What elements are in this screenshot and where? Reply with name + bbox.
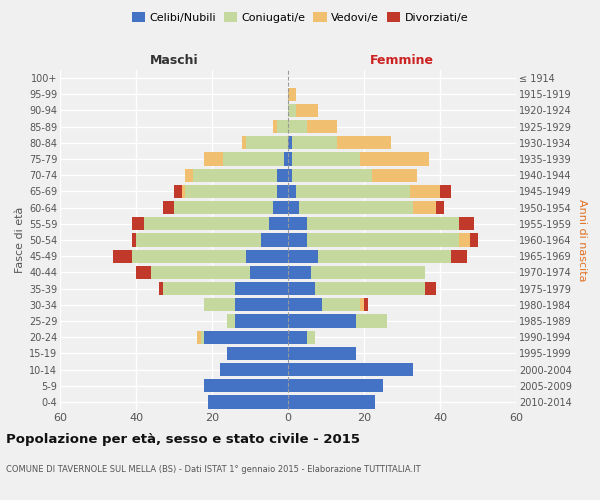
Bar [151,266,250,279]
Bar [307,120,337,134]
Bar [459,234,470,246]
Bar [200,330,205,344]
Bar [132,217,143,230]
Bar [337,136,391,149]
Bar [246,136,288,149]
Bar [235,298,288,312]
Bar [250,266,288,279]
Bar [273,120,277,134]
Bar [440,185,451,198]
Bar [163,201,174,214]
Bar [451,250,467,263]
Text: Popolazione per età, sesso e stato civile - 2015: Popolazione per età, sesso e stato civil… [6,432,360,446]
Bar [360,152,428,166]
Bar [288,346,356,360]
Y-axis label: Fasce di età: Fasce di età [14,207,25,273]
Bar [163,282,235,295]
Bar [288,396,376,408]
Bar [273,201,288,214]
Text: Femmine: Femmine [370,54,434,68]
Bar [288,168,292,182]
Bar [235,314,288,328]
Bar [284,152,288,166]
Bar [288,314,356,328]
Bar [288,136,292,149]
Bar [132,250,246,263]
Bar [159,282,163,295]
Bar [132,234,136,246]
Bar [227,314,235,328]
Bar [314,282,425,295]
Bar [235,282,288,295]
Bar [227,346,288,360]
Bar [288,266,311,279]
Bar [277,185,288,198]
Text: Maschi: Maschi [149,54,199,68]
Bar [288,379,383,392]
Bar [288,120,307,134]
Bar [288,88,296,101]
Bar [292,168,371,182]
Bar [356,314,387,328]
Bar [143,217,269,230]
Bar [319,250,451,263]
Bar [220,363,288,376]
Bar [246,250,288,263]
Bar [288,201,299,214]
Bar [205,379,288,392]
Bar [364,298,368,312]
Bar [425,282,436,295]
Bar [208,396,288,408]
Bar [197,330,200,344]
Bar [360,298,364,312]
Bar [174,185,182,198]
Bar [205,298,235,312]
Bar [288,217,307,230]
Bar [307,234,459,246]
Bar [311,266,425,279]
Bar [296,185,410,198]
Legend: Celibi/Nubili, Coniugati/e, Vedovi/e, Divorziati/e: Celibi/Nubili, Coniugati/e, Vedovi/e, Di… [127,8,473,28]
Bar [292,152,360,166]
Bar [288,152,292,166]
Bar [288,104,296,117]
Bar [277,120,288,134]
Bar [185,168,193,182]
Bar [288,185,296,198]
Bar [288,234,307,246]
Bar [205,330,288,344]
Bar [182,185,185,198]
Bar [288,298,322,312]
Bar [174,201,273,214]
Bar [269,217,288,230]
Bar [299,201,413,214]
Bar [371,168,417,182]
Bar [262,234,288,246]
Bar [242,136,246,149]
Bar [113,250,132,263]
Bar [459,217,474,230]
Bar [470,234,478,246]
Bar [436,201,444,214]
Bar [410,185,440,198]
Bar [205,152,223,166]
Bar [307,217,459,230]
Bar [307,330,314,344]
Bar [292,136,337,149]
Bar [185,185,277,198]
Bar [288,282,314,295]
Bar [277,168,288,182]
Y-axis label: Anni di nascita: Anni di nascita [577,198,587,281]
Bar [193,168,277,182]
Bar [136,266,151,279]
Bar [223,152,284,166]
Bar [322,298,360,312]
Bar [288,250,319,263]
Bar [288,330,307,344]
Bar [296,104,319,117]
Bar [136,234,262,246]
Bar [288,363,413,376]
Text: COMUNE DI TAVERNOLE SUL MELLA (BS) - Dati ISTAT 1° gennaio 2015 - Elaborazione T: COMUNE DI TAVERNOLE SUL MELLA (BS) - Dat… [6,466,421,474]
Bar [413,201,436,214]
